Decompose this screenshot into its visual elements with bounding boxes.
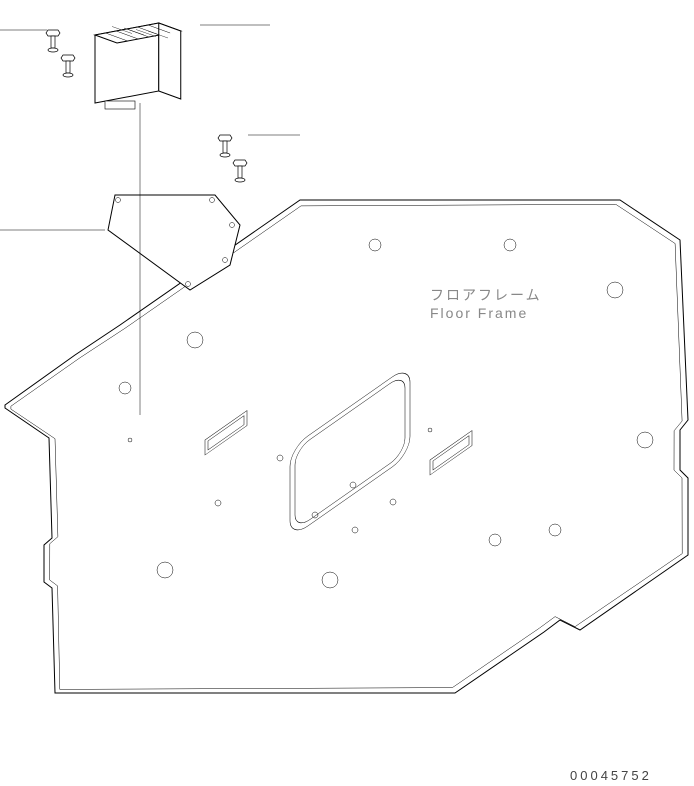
label-japanese: フロアフレーム bbox=[430, 287, 542, 303]
floor-frame-inner bbox=[11, 204, 682, 689]
slots-group bbox=[205, 411, 472, 475]
technical-diagram: フロアフレーム Floor Frame 00045752 bbox=[0, 0, 694, 786]
label-english: Floor Frame bbox=[430, 305, 528, 321]
controller-box bbox=[95, 23, 181, 109]
rounded-opening bbox=[290, 364, 410, 538]
drawing-id: 00045752 bbox=[570, 768, 652, 783]
floor-frame-outer bbox=[5, 200, 688, 693]
cover-plate bbox=[108, 195, 240, 290]
holes-group bbox=[119, 239, 653, 588]
